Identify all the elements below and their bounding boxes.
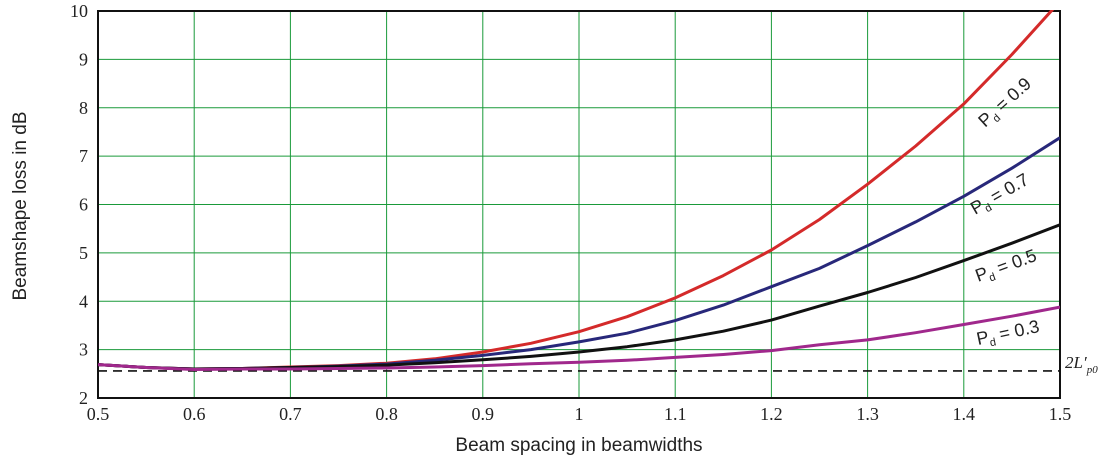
x-tick-label: 1.1 [664,404,687,424]
x-tick-label: 0.6 [183,404,206,424]
y-tick-label: 7 [79,146,88,166]
reference-line-label: 2L′p0 [1065,353,1098,376]
curve-labels: Pd = 0.9Pd = 0.7Pd = 0.5Pd = 0.3 [967,73,1041,349]
x-tick-label: 0.7 [279,404,302,424]
x-tick-label: 1.5 [1049,404,1072,424]
x-tick-label: 0.9 [472,404,495,424]
y-tick-label: 10 [70,1,88,21]
y-tick-label: 3 [79,340,88,360]
grid [98,11,1060,398]
x-tick-label: 0.5 [87,404,110,424]
y-axis-label: Beamshape loss in dB [10,111,31,300]
y-tick-label: 9 [79,49,88,69]
y-tick-label: 4 [79,291,88,311]
y-tick-label: 5 [79,243,88,263]
x-tick-label: 1 [575,404,584,424]
y-tick-label: 2 [79,388,88,408]
x-tick-labels: 0.5 0.6 0.7 0.8 0.9 1 1.1 1.2 1.3 1.4 1.5 [87,404,1072,424]
series-line-3 [98,305,1060,371]
series-group [98,10,1060,371]
reference-line-group: 2L′p0 [98,353,1098,376]
curve-label-1: Pd = 0.7 [967,169,1034,221]
x-tick-label: 1.3 [856,404,879,424]
y-tick-label: 8 [79,98,88,118]
x-tick-label: 1.2 [760,404,783,424]
x-tick-label: 0.8 [375,404,398,424]
y-tick-label: 6 [79,195,88,215]
curve-label-2: Pd = 0.5 [973,245,1041,288]
plot-frame [97,10,1061,399]
x-tick-label: 1.4 [953,404,976,424]
x-axis-label: Beam spacing in beamwidths [455,435,702,456]
y-tick-labels: 2 3 4 5 6 7 8 9 10 [70,1,88,408]
